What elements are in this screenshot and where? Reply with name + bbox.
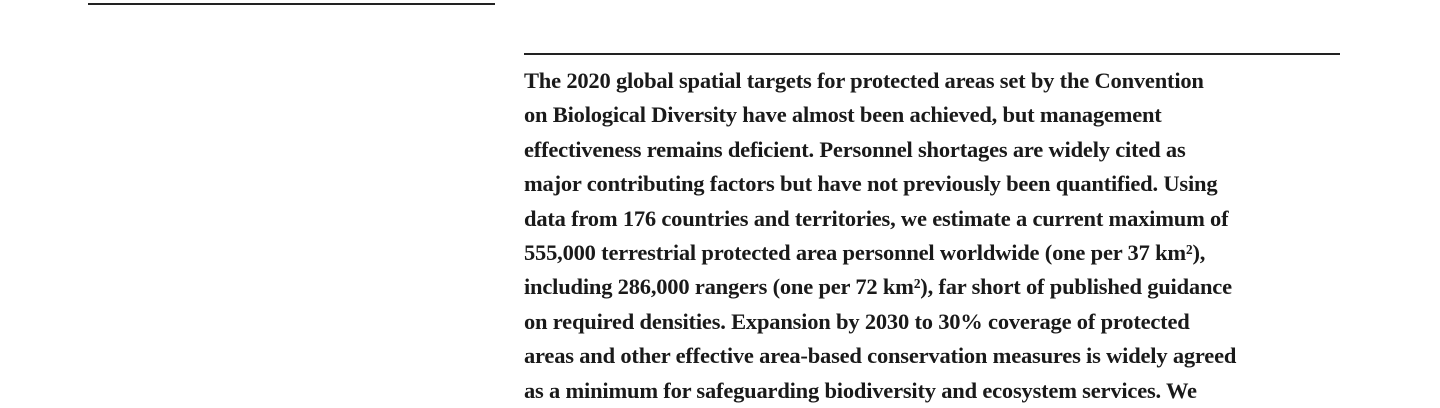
abstract-line: effectiveness remains deficient. Personn…: [524, 136, 1186, 162]
left-rule: [88, 3, 495, 5]
abstract-line: on Biological Diversity have almost been…: [524, 102, 1162, 128]
abstract-rule: [524, 53, 1340, 55]
abstract-line: 555,000 terrestrial protected area perso…: [524, 240, 1206, 266]
abstract: The 2020 global spatial targets for prot…: [524, 64, 1374, 408]
abstract-line: areas and other effective area-based con…: [524, 343, 1237, 369]
abstract-line: data from 176 countries and territories,…: [524, 205, 1229, 231]
abstract-line: as a minimum for safeguarding biodiversi…: [524, 377, 1197, 403]
abstract-line: major contributing factors but have not …: [524, 171, 1218, 197]
abstract-line: The 2020 global spatial targets for prot…: [524, 68, 1204, 93]
abstract-line: on required densities. Expansion by 2030…: [524, 308, 1190, 334]
abstract-line: including 286,000 rangers (one per 72 km…: [524, 274, 1232, 300]
